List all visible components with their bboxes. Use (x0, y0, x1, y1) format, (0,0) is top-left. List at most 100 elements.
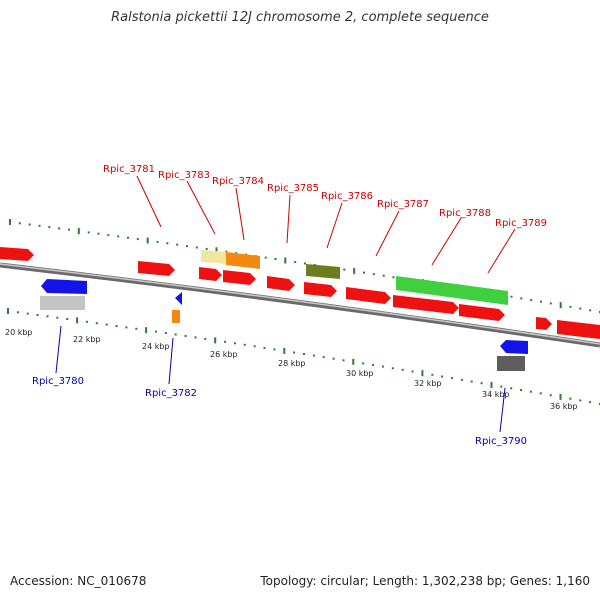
gene-block[interactable] (175, 292, 182, 305)
kbp-label: 26 kbp (210, 350, 238, 359)
gene-block[interactable] (497, 356, 525, 371)
major-tick (421, 370, 424, 377)
minor-tick (107, 234, 110, 237)
kbp-label: 34 kbp (482, 390, 510, 399)
minor-tick (125, 326, 128, 329)
gene-block[interactable] (306, 264, 340, 279)
minor-tick (264, 256, 267, 259)
accession-text: Accession: NC_010678 (10, 574, 147, 588)
gene-block[interactable] (393, 295, 459, 314)
minor-tick (68, 228, 70, 231)
minor-tick (579, 307, 582, 310)
gene-block[interactable] (199, 267, 222, 281)
minor-tick (332, 357, 335, 360)
minor-tick (363, 271, 365, 274)
minor-tick (510, 295, 513, 298)
minor-tick (293, 351, 296, 354)
minor-tick (589, 309, 592, 312)
gene-block[interactable] (40, 296, 85, 310)
minor-tick (312, 354, 315, 357)
gene-block[interactable] (396, 276, 508, 305)
major-tick (353, 268, 356, 275)
minor-tick (36, 314, 39, 316)
gene-block[interactable] (267, 276, 295, 291)
minor-tick (411, 370, 414, 373)
gene-block[interactable] (226, 252, 260, 269)
kbp-label: 32 kbp (414, 379, 442, 388)
kbp-label: 30 kbp (346, 369, 374, 378)
gene-block[interactable] (0, 247, 34, 261)
minor-tick (589, 401, 592, 404)
minor-tick (381, 365, 384, 368)
major-tick (145, 327, 148, 334)
gene-label-rpic-3785: Rpic_3785 (267, 183, 319, 194)
major-tick (490, 381, 493, 388)
gene-block[interactable] (223, 270, 256, 285)
minor-tick (194, 336, 197, 339)
minor-tick (56, 316, 59, 319)
minor-tick (304, 262, 306, 265)
gene-block[interactable] (459, 304, 505, 321)
major-tick (9, 219, 11, 225)
minor-tick (362, 362, 365, 365)
minor-tick (480, 382, 483, 385)
gene-block[interactable] (41, 279, 87, 294)
minor-tick (204, 337, 207, 340)
minor-tick (253, 345, 256, 348)
minor-tick (470, 380, 473, 383)
minor-tick (391, 367, 394, 370)
minor-tick (127, 236, 129, 239)
minor-tick (16, 311, 19, 314)
minor-tick (529, 390, 532, 393)
gene-label-rpic-3790: Rpic_3790 (475, 436, 527, 447)
minor-tick (164, 332, 167, 335)
gene-block[interactable] (500, 340, 528, 354)
gene-block[interactable] (201, 250, 228, 264)
minor-tick (156, 240, 159, 243)
minor-tick (303, 353, 305, 355)
minor-tick (85, 320, 88, 323)
major-tick (76, 317, 79, 324)
gene-block[interactable] (346, 287, 391, 304)
minor-tick (520, 297, 523, 300)
minor-tick (46, 315, 49, 318)
gene-block[interactable] (138, 261, 175, 276)
gene-block[interactable] (304, 282, 337, 297)
minor-tick (392, 276, 395, 279)
minor-tick (176, 243, 179, 246)
chromosome-backbone (0, 262, 600, 348)
gene-block[interactable] (536, 317, 552, 330)
lower-tick-track (7, 308, 600, 405)
gene-label-rpic-3786: Rpic_3786 (321, 191, 373, 202)
gene-label-rpic-3789: Rpic_3789 (495, 218, 547, 229)
minor-tick (549, 394, 552, 397)
minor-tick (274, 258, 277, 260)
minor-tick (38, 224, 41, 227)
minor-tick (569, 305, 572, 308)
minor-tick (166, 242, 169, 245)
minor-tick (382, 274, 385, 277)
minor-tick (105, 323, 108, 326)
gene-block[interactable] (557, 320, 600, 339)
minor-tick (26, 312, 29, 315)
gene-label-rpic-3788: Rpic_3788 (439, 208, 491, 219)
gene-label-rpic-3787: Rpic_3787 (377, 199, 429, 210)
gene-block[interactable] (172, 310, 180, 323)
minor-tick (294, 261, 297, 263)
minor-tick (431, 373, 434, 376)
minor-tick (233, 342, 236, 345)
minor-tick (401, 368, 404, 371)
minor-tick (225, 250, 228, 253)
kbp-label: 22 kbp (73, 335, 101, 344)
major-tick (7, 308, 9, 314)
major-tick (77, 228, 80, 235)
minor-tick (224, 340, 227, 343)
minor-tick (87, 231, 90, 234)
minor-tick (263, 346, 266, 349)
minor-tick (195, 246, 198, 249)
major-tick (559, 302, 562, 309)
gene-label-rpic-3784: Rpic_3784 (212, 176, 264, 187)
minor-tick (115, 325, 118, 327)
minor-tick (342, 359, 345, 362)
gene-label-rpic-3781: Rpic_3781 (103, 164, 155, 175)
